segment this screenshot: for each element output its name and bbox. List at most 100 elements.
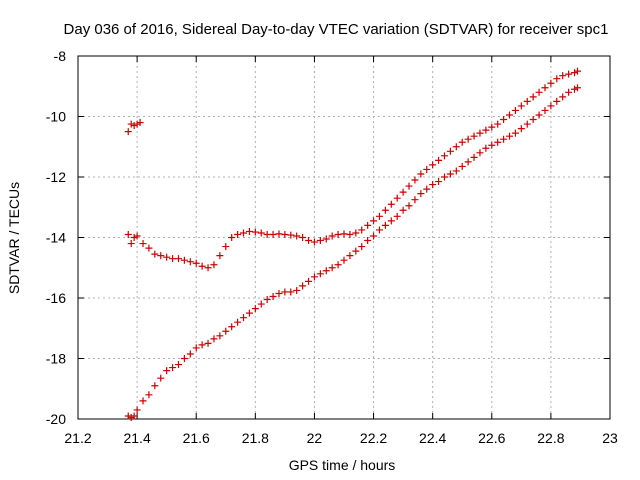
data-point bbox=[174, 361, 182, 369]
y-axis-tick-labels: -8 -10 -12 -14 -16 -18 -20 bbox=[46, 48, 66, 427]
data-point bbox=[322, 235, 330, 243]
data-point bbox=[127, 120, 135, 128]
data-point bbox=[523, 97, 531, 105]
data-point bbox=[163, 253, 171, 261]
data-point bbox=[245, 227, 253, 235]
data-point bbox=[547, 79, 555, 87]
data-point bbox=[411, 176, 419, 184]
data-point bbox=[269, 230, 277, 238]
x-tick-label: 22 bbox=[307, 430, 323, 446]
data-point bbox=[222, 327, 230, 335]
data-point bbox=[240, 229, 248, 237]
data-point bbox=[506, 111, 514, 119]
data-point bbox=[429, 161, 437, 169]
data-points bbox=[124, 67, 581, 421]
data-point bbox=[157, 252, 165, 260]
data-point bbox=[399, 206, 407, 214]
data-point bbox=[192, 344, 200, 352]
y-axis-label: SDTVAR / TECUs bbox=[6, 182, 22, 294]
data-point bbox=[293, 286, 301, 294]
data-point bbox=[127, 413, 135, 421]
data-point bbox=[305, 277, 313, 285]
x-tick-label: 22.6 bbox=[478, 430, 505, 446]
data-point bbox=[458, 138, 466, 146]
x-axis-tick-labels: 21.2 21.4 21.6 21.8 22 22.2 22.4 22.6 22.8 23 bbox=[64, 430, 618, 446]
x-tick-label: 21.2 bbox=[64, 430, 91, 446]
data-point bbox=[559, 72, 567, 80]
data-point bbox=[169, 364, 177, 372]
data-point bbox=[192, 259, 200, 267]
data-point bbox=[381, 206, 389, 214]
data-point bbox=[553, 75, 561, 83]
data-point bbox=[573, 67, 581, 75]
data-point bbox=[216, 332, 224, 340]
data-point bbox=[452, 167, 460, 175]
data-point bbox=[251, 305, 259, 313]
data-point bbox=[204, 339, 212, 347]
data-point bbox=[571, 69, 579, 77]
data-point bbox=[136, 119, 144, 127]
data-point bbox=[198, 341, 206, 349]
data-point bbox=[370, 217, 378, 225]
data-point bbox=[145, 244, 153, 252]
y-tick-label: -16 bbox=[46, 290, 66, 306]
data-point bbox=[476, 129, 484, 137]
data-point bbox=[523, 120, 531, 128]
y-tick-label: -18 bbox=[46, 351, 66, 367]
data-point bbox=[216, 252, 224, 260]
data-point bbox=[358, 226, 366, 234]
data-point bbox=[387, 200, 395, 208]
data-point bbox=[464, 135, 472, 143]
data-point bbox=[210, 335, 218, 343]
data-point bbox=[127, 240, 135, 248]
x-tick-label: 22.4 bbox=[419, 430, 446, 446]
data-point bbox=[310, 238, 318, 246]
data-point bbox=[358, 243, 366, 251]
data-point bbox=[334, 230, 342, 238]
grid bbox=[77, 55, 611, 420]
data-point bbox=[488, 141, 496, 149]
data-point bbox=[364, 221, 372, 229]
x-tick-label: 22.8 bbox=[537, 430, 564, 446]
series-1 bbox=[124, 67, 581, 272]
data-point bbox=[269, 292, 277, 300]
data-point bbox=[310, 273, 318, 281]
data-point bbox=[275, 289, 283, 297]
data-point bbox=[287, 288, 295, 296]
data-point bbox=[210, 261, 218, 269]
data-point bbox=[240, 314, 248, 322]
data-point bbox=[405, 182, 413, 190]
data-point bbox=[381, 221, 389, 229]
data-point bbox=[517, 125, 525, 133]
y-tick-label: -12 bbox=[46, 169, 66, 185]
x-tick-label: 22.2 bbox=[360, 430, 387, 446]
data-point bbox=[352, 229, 360, 237]
data-point bbox=[511, 106, 519, 114]
data-point bbox=[417, 190, 425, 198]
data-point bbox=[423, 165, 431, 173]
data-point bbox=[529, 116, 537, 124]
data-point bbox=[151, 382, 159, 390]
data-point bbox=[133, 232, 141, 240]
data-point bbox=[565, 88, 573, 96]
data-point bbox=[169, 255, 177, 263]
data-point bbox=[145, 391, 153, 399]
data-point bbox=[275, 230, 283, 238]
data-point bbox=[346, 230, 354, 238]
data-point bbox=[287, 231, 295, 239]
data-point bbox=[316, 237, 324, 245]
data-point bbox=[553, 97, 561, 105]
data-point bbox=[476, 149, 484, 157]
y-tick-label: -8 bbox=[54, 48, 67, 64]
data-point bbox=[452, 143, 460, 151]
data-point bbox=[334, 261, 342, 269]
axis-ticks bbox=[77, 55, 611, 420]
data-point bbox=[559, 93, 567, 101]
data-point bbox=[299, 282, 307, 290]
data-point bbox=[186, 258, 194, 266]
data-point bbox=[305, 237, 313, 245]
data-point bbox=[429, 181, 437, 189]
data-point bbox=[251, 228, 259, 236]
data-point bbox=[393, 212, 401, 220]
